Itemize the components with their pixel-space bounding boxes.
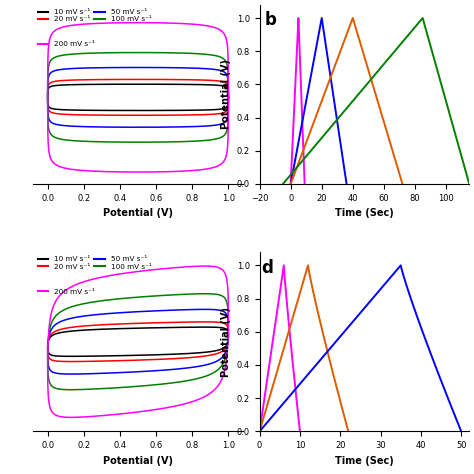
X-axis label: Potential (V): Potential (V): [103, 456, 173, 465]
Text: b: b: [264, 11, 276, 29]
Legend: 200 mV s⁻¹: 200 mV s⁻¹: [37, 41, 96, 48]
Legend: 200 mV s⁻¹: 200 mV s⁻¹: [37, 288, 96, 295]
X-axis label: Time (Sec): Time (Sec): [335, 208, 394, 218]
Y-axis label: Potential (V): Potential (V): [221, 307, 231, 377]
Text: d: d: [262, 259, 273, 277]
X-axis label: Potential (V): Potential (V): [103, 208, 173, 218]
X-axis label: Time (Sec): Time (Sec): [335, 456, 394, 465]
Y-axis label: Potential (V): Potential (V): [221, 59, 231, 129]
